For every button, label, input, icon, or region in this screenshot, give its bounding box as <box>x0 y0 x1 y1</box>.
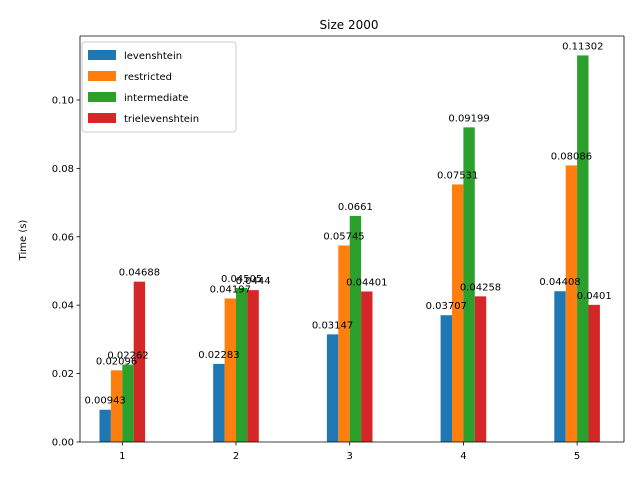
bar-label-trielevenshtein-1: 0.04688 <box>119 268 160 279</box>
bar-trielevenshtein-2 <box>247 290 259 442</box>
bar-label-trielevenshtein-4: 0.04258 <box>460 282 501 293</box>
bar-restricted-2 <box>224 298 236 442</box>
y-tick-label: 0.10 <box>52 95 74 106</box>
x-tick-label: 3 <box>347 451 353 462</box>
y-tick-label: 0.00 <box>52 438 74 449</box>
legend: levenshtein restricted intermediate trielev… <box>81 41 237 133</box>
bar-label-intermediate-2: 0.04505 <box>221 274 262 285</box>
bar-intermediate-2 <box>236 287 248 442</box>
legend-label-trielevenshtein: trielevenshtein <box>124 114 199 125</box>
chart-title: Size 2000 <box>320 18 379 32</box>
bar-levenshtein-3 <box>326 334 339 442</box>
bar-restricted-3 <box>338 245 350 442</box>
bar-label-restricted-4: 0.07531 <box>437 170 478 181</box>
bar-label-levenshtein-4: 0.03707 <box>426 301 467 312</box>
bar-label-trielevenshtein-5: 0.0401 <box>577 291 612 302</box>
bar-trielevenshtein-3 <box>361 291 373 442</box>
bar-label-levenshtein-1: 0.00943 <box>85 396 126 407</box>
bar-levenshtein-1 <box>99 409 111 442</box>
bar-intermediate-4 <box>463 127 475 442</box>
bar-intermediate-3 <box>349 215 362 442</box>
y-axis-title: Time (s) <box>18 220 29 262</box>
bar-label-levenshtein-3: 0.03147 <box>312 320 353 331</box>
bar-trielevenshtein-1 <box>133 281 146 442</box>
bar-restricted-5 <box>565 165 578 442</box>
bar-label-levenshtein-5: 0.04408 <box>539 277 580 288</box>
legend-box <box>81 41 237 133</box>
bar-levenshtein-5 <box>554 291 566 442</box>
legend-swatch-restricted <box>88 71 116 81</box>
legend-label-restricted: restricted <box>124 72 172 83</box>
axes-layer: 0.00 0.02 0.04 0.06 0.08 0.10 1 2 3 4 5 <box>52 35 625 462</box>
bar-trielevenshtein-4 <box>474 296 487 442</box>
bar-levenshtein-2 <box>213 363 225 442</box>
bar-label-levenshtein-2: 0.02283 <box>198 350 239 361</box>
bar-levenshtein-4 <box>440 315 452 442</box>
bar-label-restricted-3: 0.05745 <box>323 231 364 242</box>
y-tick-label: 0.08 <box>52 164 74 175</box>
bar-label-intermediate-5: 0.11302 <box>562 41 603 52</box>
y-tick-label: 0.02 <box>52 369 74 380</box>
legend-swatch-intermediate <box>88 92 116 102</box>
y-tick-label: 0.06 <box>52 232 74 243</box>
bars-layer <box>99 55 600 443</box>
bar-intermediate-5 <box>577 55 589 443</box>
bar-trielevenshtein-5 <box>588 304 600 442</box>
bar-labels-layer: 0.00943 0.02283 0.03147 0.03707 0.04408 0.020… <box>85 41 612 406</box>
bar-label-restricted-1: 0.02096 <box>96 356 137 367</box>
bar-label-intermediate-3: 0.0661 <box>338 202 373 213</box>
x-tick-label: 1 <box>119 451 125 462</box>
bar-label-restricted-5: 0.08086 <box>551 151 592 162</box>
bar-restricted-4 <box>452 184 464 442</box>
legend-swatch-levenshtein <box>88 50 116 60</box>
x-tick-label: 4 <box>460 451 466 462</box>
legend-swatch-trielevenshtein <box>88 113 116 123</box>
legend-label-levenshtein: levenshtein <box>124 51 182 62</box>
bar-label-intermediate-1: 0.02262 <box>107 351 148 362</box>
bar-label-restricted-2: 0.04197 <box>210 284 251 295</box>
x-tick-label: 2 <box>233 451 239 462</box>
y-tick-label: 0.04 <box>52 301 74 312</box>
bar-label-trielevenshtein-2: 0.0444 <box>236 276 271 287</box>
bar-intermediate-1 <box>122 364 134 442</box>
bar-restricted-1 <box>110 370 123 442</box>
bar-label-trielevenshtein-3: 0.04401 <box>346 277 387 288</box>
x-tick-label: 5 <box>574 451 580 462</box>
legend-label-intermediate: intermediate <box>124 93 188 104</box>
bar-label-intermediate-4: 0.09199 <box>448 113 489 124</box>
